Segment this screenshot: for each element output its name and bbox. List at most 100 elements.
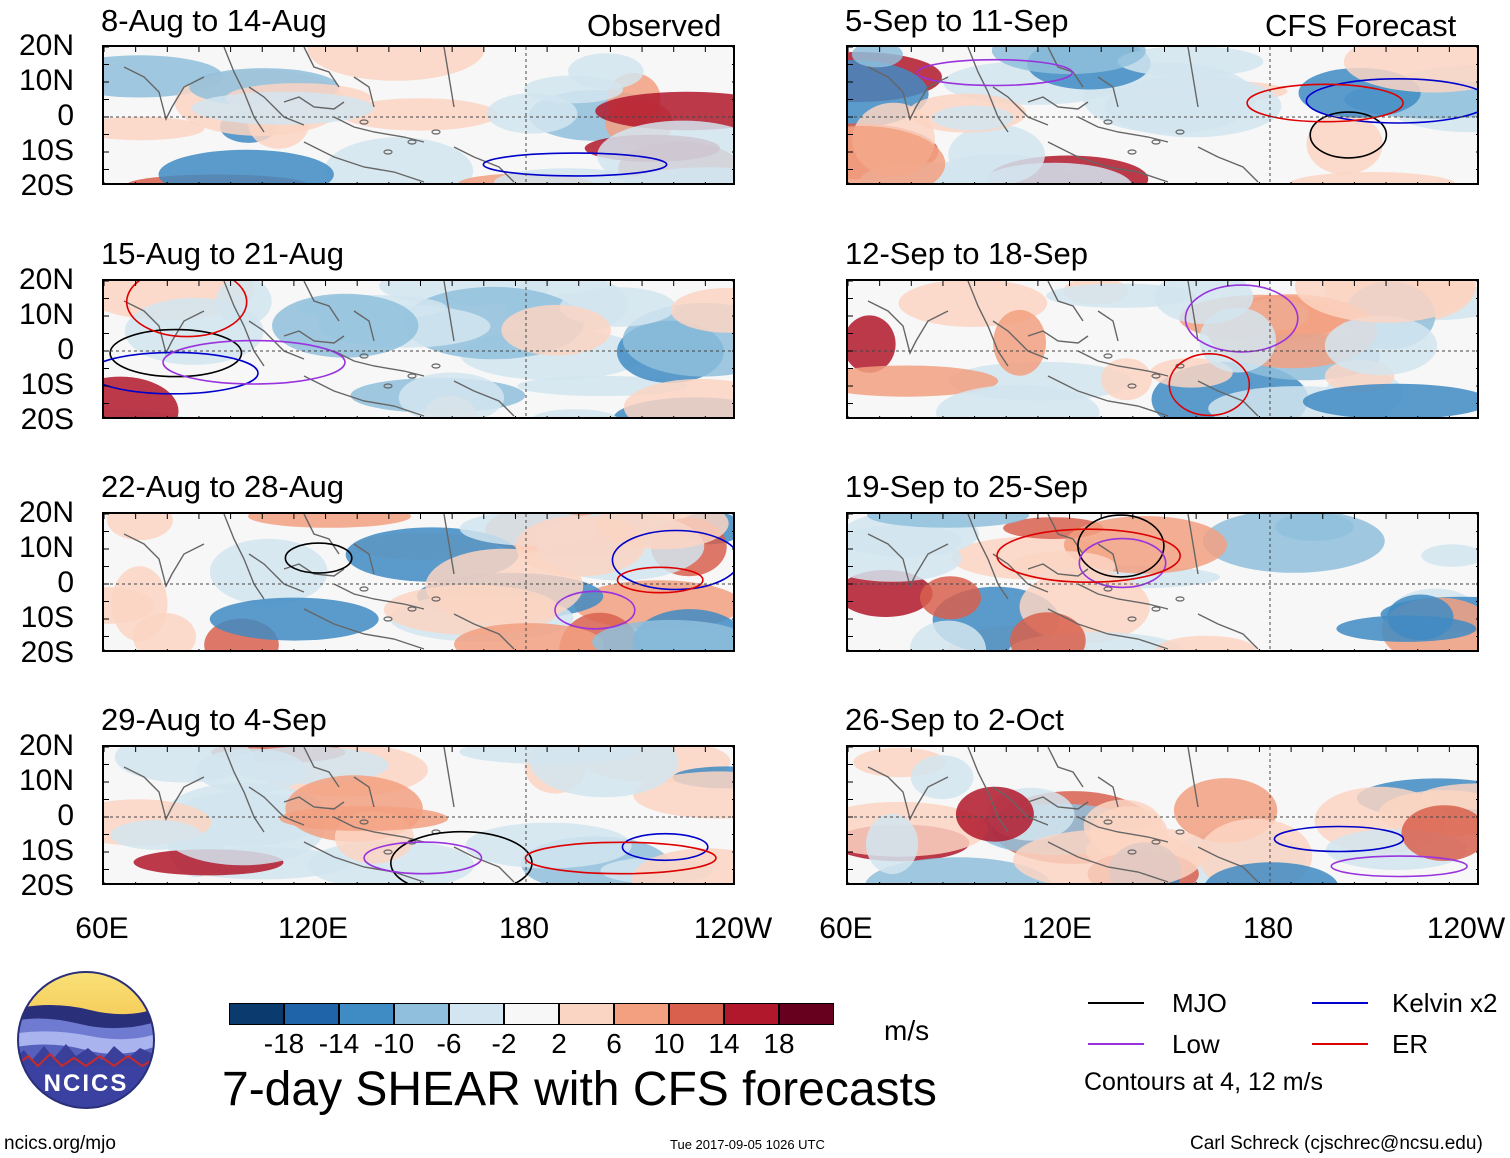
island-outline bbox=[359, 353, 369, 359]
shading-region bbox=[1387, 594, 1454, 641]
contour-line bbox=[363, 841, 483, 875]
island-outline bbox=[359, 119, 369, 125]
lat-label: 20N bbox=[18, 729, 74, 762]
shading-region bbox=[1302, 383, 1477, 417]
island-outline bbox=[1103, 119, 1113, 125]
map-panel-6 bbox=[846, 279, 1479, 419]
shading-region bbox=[1288, 172, 1456, 183]
coastline bbox=[992, 786, 1049, 826]
coastline bbox=[1077, 116, 1169, 143]
forecast-label: CFS Forecast bbox=[1265, 8, 1457, 43]
coastline bbox=[333, 583, 425, 610]
coastline bbox=[967, 747, 1009, 833]
coastline bbox=[1197, 613, 1259, 650]
contour-line bbox=[1077, 514, 1165, 578]
main-title: 7-day SHEAR with CFS forecasts bbox=[222, 1063, 937, 1116]
colorbar-tick-label: 14 bbox=[708, 1028, 740, 1059]
contour-line bbox=[1273, 825, 1405, 853]
colorbar-tick-label: -18 bbox=[263, 1028, 305, 1059]
island-outline bbox=[1103, 586, 1113, 592]
coastline bbox=[303, 281, 340, 322]
shading-region bbox=[623, 378, 733, 417]
shading-region bbox=[597, 120, 733, 183]
shading-region bbox=[991, 47, 1146, 75]
shading-region bbox=[324, 137, 474, 183]
shading-region bbox=[1009, 551, 1116, 582]
shading-region bbox=[111, 566, 168, 642]
shading-region bbox=[1421, 544, 1477, 567]
coastline bbox=[967, 514, 1009, 600]
coastline bbox=[992, 553, 1049, 593]
coastline bbox=[1197, 380, 1259, 417]
coastline bbox=[1077, 816, 1169, 843]
island-outline bbox=[359, 819, 369, 825]
map-svg-6 bbox=[848, 281, 1477, 417]
coastline bbox=[303, 514, 340, 555]
shading-region bbox=[909, 620, 987, 650]
shading-region bbox=[670, 287, 733, 333]
coastline bbox=[1097, 310, 1119, 342]
colorbar-cell bbox=[614, 1003, 669, 1025]
shading-region bbox=[1105, 74, 1282, 138]
contour-line bbox=[554, 590, 636, 630]
panel-title-7: 19-Sep to 25-Sep bbox=[845, 469, 1089, 504]
coastline bbox=[867, 300, 949, 355]
contour-line bbox=[1184, 284, 1299, 353]
shading-region bbox=[851, 47, 903, 68]
shading-region bbox=[592, 619, 733, 650]
contour-line bbox=[1330, 855, 1468, 878]
map-panel-7 bbox=[846, 512, 1479, 652]
shading-region bbox=[1150, 358, 1233, 388]
shading-region bbox=[848, 126, 946, 183]
island-outline bbox=[1151, 373, 1161, 379]
colorbar-cell bbox=[339, 1003, 394, 1025]
shading-region bbox=[848, 365, 999, 397]
shading-region bbox=[595, 91, 733, 131]
coastline bbox=[1187, 747, 1199, 808]
colorbar-tick-label: -6 bbox=[436, 1028, 462, 1059]
coastline bbox=[1097, 76, 1119, 108]
shading-region bbox=[1306, 113, 1383, 175]
shading-region bbox=[501, 304, 612, 356]
shading-region bbox=[104, 116, 205, 141]
panel-title-1: 8-Aug to 14-Aug bbox=[101, 3, 327, 38]
shading-region bbox=[1156, 635, 1256, 650]
coastline bbox=[1047, 47, 1084, 88]
lat-label: 0 bbox=[57, 99, 74, 132]
colorbar-tick-label: 6 bbox=[606, 1028, 622, 1059]
island-outline bbox=[1151, 839, 1161, 845]
shading-region bbox=[398, 372, 505, 417]
shading-region bbox=[515, 515, 645, 577]
coastline bbox=[223, 281, 265, 367]
coastline bbox=[443, 747, 455, 808]
colorbar-unit: m/s bbox=[884, 1015, 930, 1046]
map-svg-5 bbox=[848, 47, 1477, 183]
shading-region bbox=[865, 857, 1051, 883]
shading-region bbox=[1199, 307, 1276, 373]
contour-line bbox=[1246, 83, 1404, 123]
contour-line bbox=[996, 528, 1181, 584]
lat-label: 10N bbox=[18, 531, 74, 564]
contour-line bbox=[1309, 111, 1388, 159]
footer-credit: Carl Schreck (cjschrec@ncsu.edu) bbox=[1190, 1133, 1483, 1154]
lat-label: 0 bbox=[57, 799, 74, 832]
coastline bbox=[453, 846, 515, 883]
footer-site[interactable]: ncics.org/mjo bbox=[4, 1133, 116, 1154]
colorbar-tick-label: 10 bbox=[653, 1028, 685, 1059]
island-outline bbox=[1103, 353, 1113, 359]
shading-region bbox=[932, 105, 1014, 131]
coastline bbox=[1047, 281, 1084, 322]
shading-region bbox=[341, 98, 499, 131]
panel-title-6: 12-Sep to 18-Sep bbox=[845, 236, 1089, 271]
colorbar-cell bbox=[724, 1003, 779, 1025]
lon-label: 120W bbox=[693, 912, 773, 945]
coastline bbox=[1047, 841, 1169, 883]
legend-label-mjo: MJO bbox=[1172, 988, 1227, 1018]
shading-region bbox=[1203, 514, 1385, 573]
lat-label: 10S bbox=[20, 368, 74, 401]
contour-line bbox=[616, 566, 704, 594]
coastline bbox=[248, 86, 305, 126]
map-panel-3 bbox=[102, 512, 735, 652]
shading-region bbox=[1101, 358, 1152, 401]
island-outline bbox=[431, 129, 441, 135]
